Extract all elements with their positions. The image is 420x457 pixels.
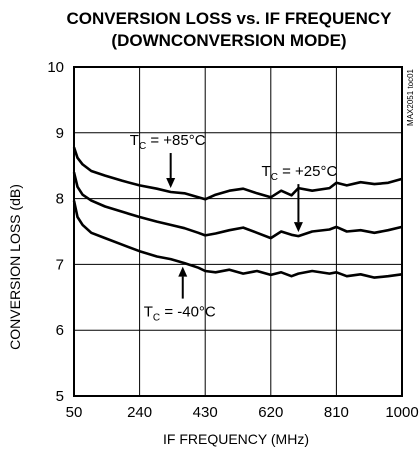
x-tick-label: 620 (258, 404, 283, 421)
annotation-label: TC = +25°C (262, 163, 338, 183)
x-tick-label: 810 (324, 404, 349, 421)
series-lines (72, 146, 403, 279)
y-axis-label: CONVERSION LOSS (dB) (7, 184, 23, 350)
annotation-label: TC = +85°C (130, 132, 206, 152)
y-tick-label: 6 (56, 322, 64, 339)
y-tick-label: 7 (56, 256, 64, 273)
chart-title: CONVERSION LOSS vs. IF FREQUENCY (67, 9, 393, 28)
y-tick-label: 10 (47, 59, 64, 76)
side-code: MAX2051 toc01 (406, 68, 415, 125)
plot-frame (73, 66, 403, 397)
x-axis-label: IF FREQUENCY (MHz) (163, 431, 309, 447)
series-line-2 (72, 200, 403, 279)
y-tick-label: 5 (56, 388, 64, 405)
series-line-0 (72, 146, 403, 201)
x-tick-label: 1000 (385, 404, 418, 421)
annotation-arrow-head (293, 222, 303, 233)
annotations: TC = +85°C TC = +25°C TC = -40°C (130, 132, 338, 324)
x-tick-label: 240 (127, 404, 152, 421)
annotation-arrow-head (178, 266, 188, 277)
x-tick-label: 430 (193, 404, 218, 421)
tick-labels: 50 240 430 620 810 1000 5 6 7 8 9 10 (47, 59, 418, 421)
annotation-arrow-head (166, 178, 176, 189)
annotation-label: TC = -40°C (144, 304, 216, 324)
y-tick-label: 9 (56, 125, 64, 142)
y-tick-label: 8 (56, 191, 64, 208)
x-tick-label: 50 (66, 404, 83, 421)
series-line-1 (72, 171, 403, 240)
chart-subtitle: (DOWNCONVERSION MODE) (111, 31, 346, 50)
